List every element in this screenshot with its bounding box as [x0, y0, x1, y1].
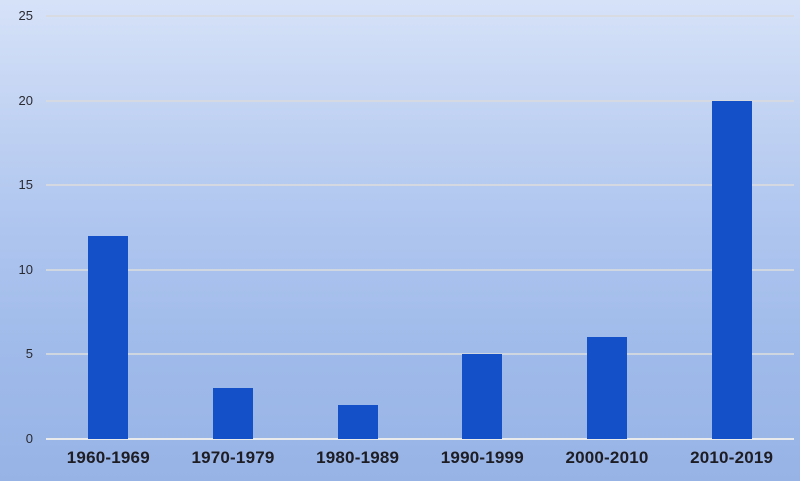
bar-1970-1979	[213, 388, 253, 439]
bar-1960-1969	[88, 235, 129, 439]
bar-1990-1999	[462, 354, 503, 439]
y-axis-tick-label: 25	[18, 8, 33, 23]
bar-2000-2010	[587, 337, 627, 439]
gridline-0	[46, 438, 794, 440]
x-axis-category-label: 1970-1979	[191, 448, 275, 467]
gridline-10	[46, 268, 794, 271]
y-axis-tick-label: 20	[18, 92, 33, 108]
x-axis-category-label: 2000-2010	[565, 448, 649, 467]
gridline-5	[46, 353, 794, 356]
x-axis-category-label: 1980-1989	[316, 448, 400, 467]
x-axis-category-label: 1990-1999	[440, 448, 524, 467]
gridline-15	[46, 184, 794, 187]
plot-area	[46, 15, 794, 440]
y-axis-tick-label: 10	[18, 261, 33, 277]
bar-1980-1989	[337, 405, 378, 439]
gridline-20	[46, 99, 794, 102]
bar-2010-2019	[711, 100, 752, 439]
y-axis-tick-label: 0	[25, 431, 33, 446]
gridline-25	[46, 15, 794, 17]
x-axis-category-label: 2010-2019	[690, 448, 774, 467]
y-axis-tick-label: 5	[25, 346, 33, 362]
y-axis-tick-label: 15	[18, 177, 33, 193]
x-axis-category-label: 1960-1969	[66, 448, 150, 467]
